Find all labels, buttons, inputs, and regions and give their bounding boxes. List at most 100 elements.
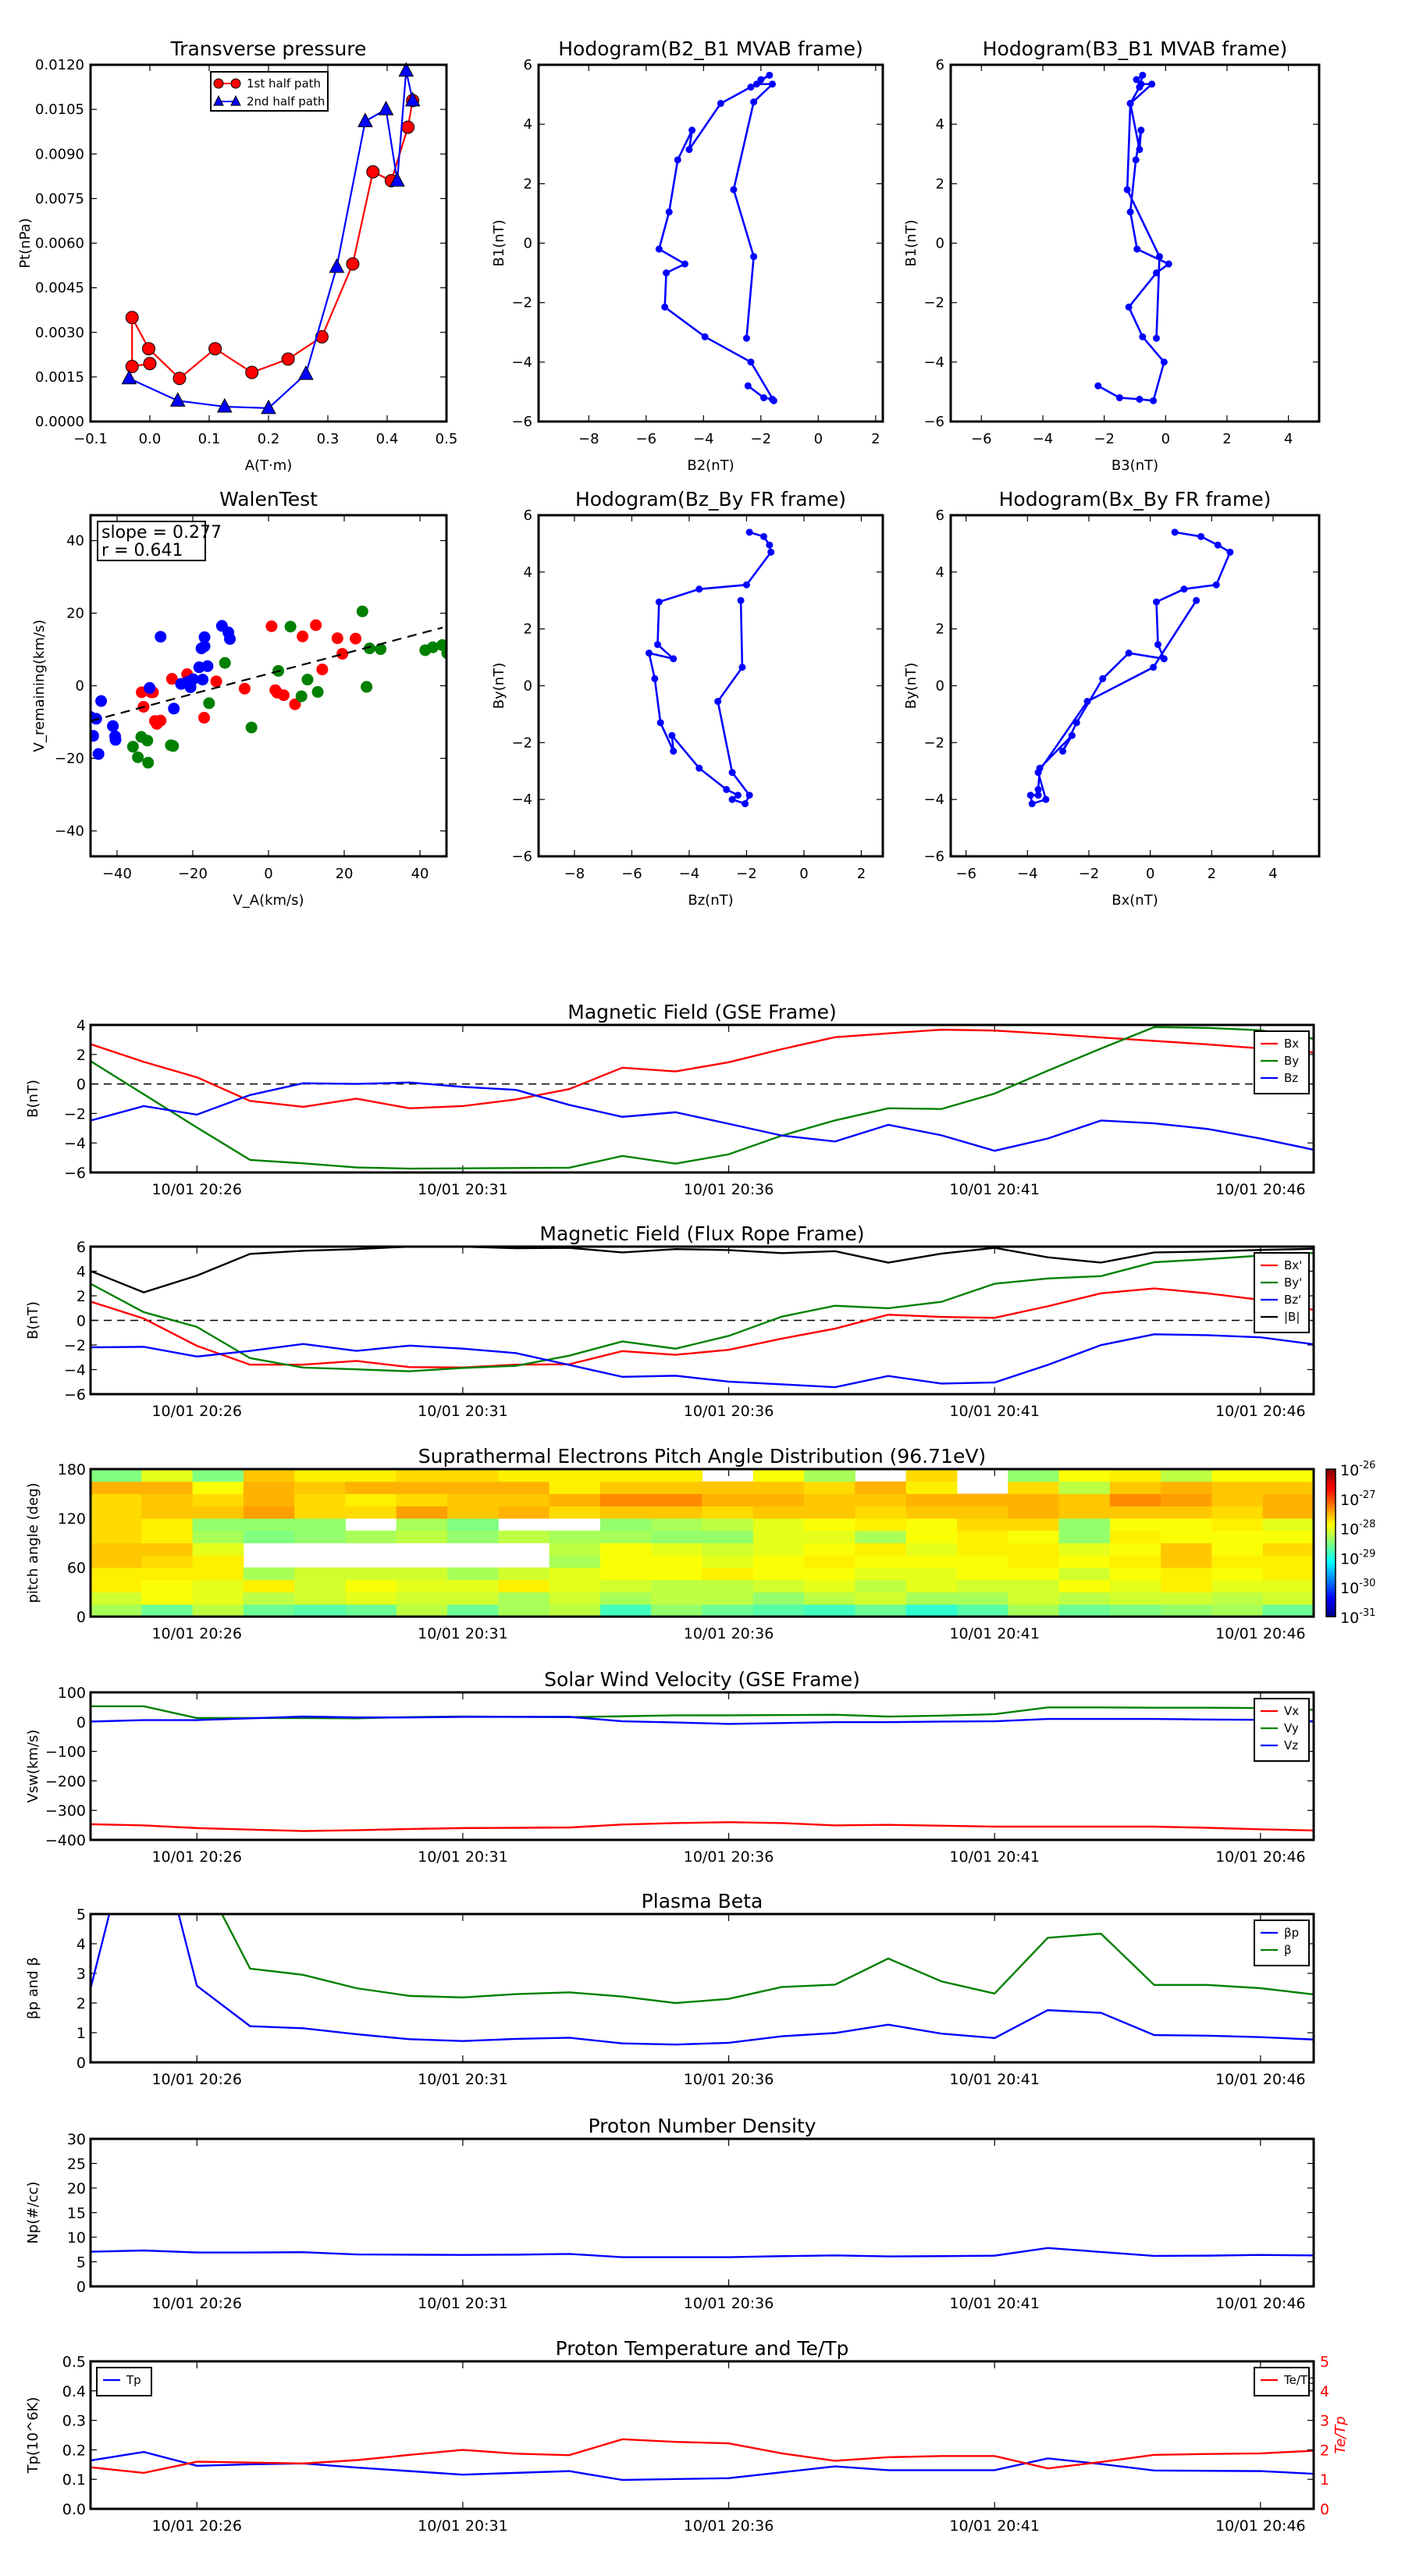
time-tick-label: 10/01 20:26: [151, 2295, 242, 2312]
y-tick-label: −2: [64, 1105, 86, 1123]
data-point: [1193, 596, 1200, 604]
y-tick-label: 4: [76, 1264, 86, 1281]
series-line-vy: [91, 1705, 1314, 1720]
y-tick-label: −6: [64, 1165, 86, 1182]
colorbar-segment: [1326, 1471, 1336, 1475]
colorbar-exponent: -26: [1359, 1460, 1375, 1471]
legend-label: β: [1284, 1943, 1292, 1957]
y-tick-label: 0.0000: [35, 414, 84, 430]
x-tick-label: −2: [736, 866, 757, 882]
heatmap-cell: [141, 1542, 194, 1556]
x-tick-label: −6: [955, 866, 976, 882]
data-point: [747, 358, 755, 366]
heatmap-cell: [498, 1493, 550, 1507]
x-tick-label: 2: [1222, 431, 1231, 447]
data-point: [1197, 532, 1205, 540]
colorbar-segment: [1326, 1592, 1336, 1596]
heatmap-cell: [498, 1469, 550, 1482]
heatmap-cell: [905, 1469, 958, 1482]
heatmap-cell: [243, 1579, 295, 1592]
y-tick-label: 0.0060: [35, 236, 84, 252]
time-tick-label: 10/01 20:46: [1215, 2071, 1306, 2088]
colorbar-segment: [1326, 1611, 1336, 1615]
data-point: [1153, 269, 1161, 277]
heatmap-cell: [804, 1567, 855, 1581]
data-point: [1028, 800, 1036, 808]
legend-box: [210, 71, 329, 112]
heatmap-cell: [1008, 1542, 1060, 1556]
data-point: [745, 528, 753, 536]
series-line-bx: [91, 1028, 1314, 1109]
heatmap-cell: [599, 1469, 652, 1482]
y-tick-label: −20: [55, 750, 84, 767]
panel-pad: Suprathermal Electrons Pitch Angle Distr…: [25, 1445, 1375, 1642]
heatmap-cell: [192, 1592, 244, 1605]
y-tick-label: −4: [64, 1362, 86, 1379]
panel-b_fr: Magnetic Field (Flux Rope Frame) 10/01 20…: [25, 1222, 1315, 1420]
heatmap-cell: [1008, 1518, 1060, 1532]
y-tick-label: −200: [45, 1773, 86, 1790]
data-point: [1125, 303, 1133, 311]
legend-label: Vy: [1284, 1721, 1299, 1735]
heatmap-cell: [192, 1542, 244, 1556]
heatmap-cell: [345, 1567, 397, 1581]
chart-hodo_b2b1: Hodogram(B2_B1 MVAB frame) −8 −6 −4 −2 0 2 −6 −4…: [491, 37, 884, 474]
data-point: [1212, 581, 1220, 589]
heatmap-cell: [396, 1518, 448, 1532]
series-line-bz: [91, 1081, 1314, 1152]
y2-tick-label: 3: [1320, 2413, 1329, 2430]
heatmap-cell: [752, 1469, 805, 1482]
time-tick-label: 10/01 20:26: [151, 1181, 242, 1198]
time-tick-label: 10/01 20:41: [949, 1181, 1040, 1198]
plot-frame: [89, 514, 448, 858]
heatmap-cell: [345, 1592, 397, 1605]
scatter-point-x-component: [336, 648, 349, 660]
data-point: [766, 71, 774, 79]
y-tick-label: 6: [936, 57, 944, 73]
colorbar-segment: [1326, 1515, 1336, 1519]
colorbar-segment: [1326, 1553, 1336, 1556]
heatmap-cell: [804, 1493, 855, 1507]
heatmap-cell: [1058, 1493, 1111, 1507]
heatmap-cell: [243, 1518, 295, 1532]
y-tick-label: 15: [67, 2205, 86, 2222]
heatmap-cell: [1211, 1530, 1264, 1543]
data-point: [141, 342, 155, 356]
data-point: [737, 596, 745, 604]
time-tick-label: 10/01 20:26: [151, 1848, 242, 1866]
heatmap-cell: [702, 1555, 754, 1568]
data-point: [1083, 698, 1091, 706]
heatmap-cell: [855, 1592, 907, 1605]
heatmap-cell: [1008, 1530, 1060, 1543]
heatmap-cell: [396, 1530, 448, 1543]
data-point: [742, 334, 750, 342]
data-point: [757, 76, 765, 84]
heatmap-cell: [549, 1506, 601, 1519]
time-tick-label: 10/01 20:26: [151, 1403, 242, 1420]
plot-frame: [89, 1691, 1315, 1841]
x-tick-label: 0.2: [258, 431, 280, 447]
legend-label: 2nd half path: [247, 94, 325, 109]
legend-label: Bz: [1284, 1071, 1298, 1085]
heatmap-cell: [905, 1518, 958, 1532]
colorbar-segment: [1326, 1500, 1336, 1504]
heatmap-cell: [1211, 1555, 1264, 1568]
colorbar-segment: [1326, 1469, 1336, 1472]
heatmap-cell: [752, 1579, 805, 1592]
data-point: [125, 360, 139, 374]
panel-np: Proton Number Density 10/01 20:26 10/01 20…: [25, 2115, 1315, 2312]
y-tick-label: 0.0075: [35, 190, 84, 207]
heatmap-cell: [1211, 1469, 1264, 1482]
y-tick-label: 0: [76, 2279, 86, 2296]
chart-title: Hodogram(Bz_By FR frame): [575, 488, 846, 511]
scatter-point-z-component: [95, 695, 108, 707]
series-line-bz-: [91, 1333, 1314, 1389]
series-line-vx: [91, 1821, 1314, 1832]
heatmap-cell: [855, 1530, 907, 1543]
data-point: [655, 598, 663, 606]
colorbar-segment: [1326, 1528, 1336, 1532]
y-tick-label: −2: [923, 295, 944, 311]
colorbar-segment: [1326, 1574, 1336, 1578]
data-point: [1072, 719, 1080, 727]
data-point: [216, 397, 233, 413]
